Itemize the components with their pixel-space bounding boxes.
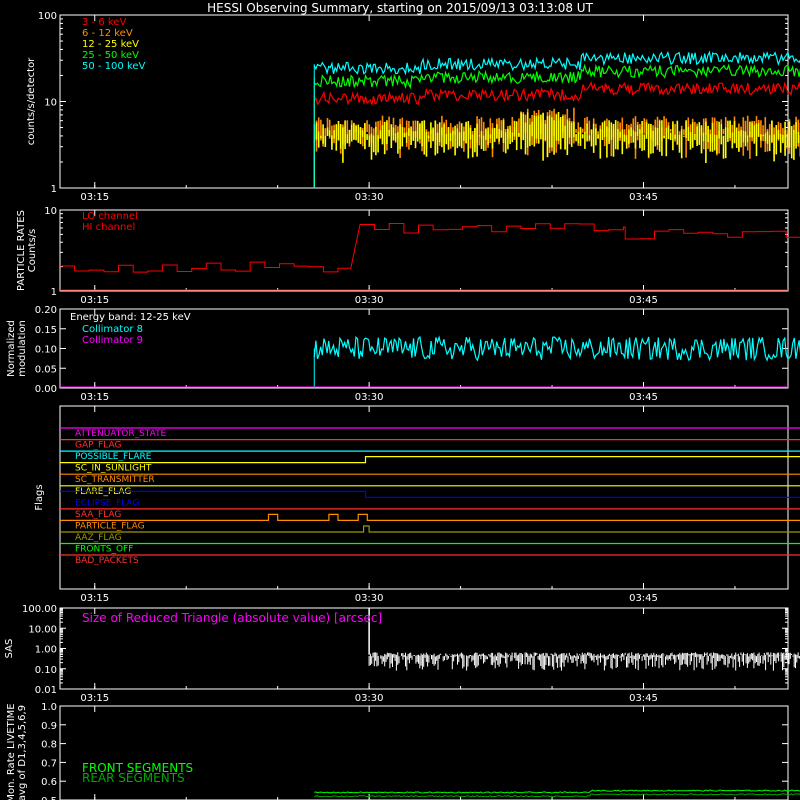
counts-series-25-50keV-line	[313, 63, 800, 90]
counts-x-tick-label: 03:30	[355, 192, 384, 203]
flags-x-tick-label: 03:45	[629, 593, 658, 604]
livetime-legend-0: FRONT SEGMENTS	[82, 761, 193, 775]
modulation-y-tick-label: 0.20	[35, 305, 57, 316]
particle-y-label: PARTICLE RATES	[16, 210, 27, 291]
flag-bad_packets-label: BAD_PACKETS	[75, 556, 139, 566]
modulation-x-tick-label: 03:45	[629, 392, 658, 403]
flag-particle_flag-label: PARTICLE_FLAG	[75, 521, 145, 531]
modulation-legend-0: Collimator 8	[82, 324, 143, 335]
flag-attenuator_state-label: ATTENUATOR_STATE	[75, 429, 167, 439]
modulation-panel: 03:1503:3003:4504:0004:1504:3004:450.000…	[6, 305, 800, 403]
livetime-y-tick-label: 1.0	[41, 702, 57, 713]
particle-x-tick-label: 03:30	[355, 295, 384, 306]
particle-x-tick-label: 03:15	[80, 295, 109, 306]
livetime-y-tick-label: 0.8	[41, 740, 57, 751]
flag-eclipse_flag-line	[60, 490, 800, 498]
particle-frame	[59, 209, 789, 292]
counts-series-50-100keV-line	[313, 50, 800, 76]
particle-legend-0: LO channel	[82, 211, 138, 222]
sas-y-tick-label: 100.00	[22, 604, 57, 615]
counts-legend-1: 6 - 12 keV	[82, 28, 133, 39]
panels: 03:1503:3003:4504:0004:1504:3004:4511010…	[4, 11, 800, 800]
counts-x-tick-label: 03:15	[80, 192, 109, 203]
flag-gap_flag-label: GAP_FLAG	[75, 441, 121, 451]
sas-y-tick-label: 1.00	[35, 645, 57, 656]
modulation-y-label: modulation	[17, 320, 28, 377]
modulation-y-tick-label: 0.10	[35, 345, 57, 356]
particle-x-tick-label: 03:45	[629, 295, 658, 306]
livetime-series-1-line	[314, 793, 800, 798]
particle-panel: 03:1503:3003:4504:0004:1504:3004:45110PA…	[16, 206, 800, 306]
flag-sc_in_sunlight-label: SC_IN_SUNLIGHT	[75, 464, 152, 474]
livetime-frame	[59, 705, 789, 800]
particle-lo-channel-line	[60, 223, 800, 273]
flag-sc_transmitter-label: SC_TRANSMITTER	[75, 475, 155, 485]
flags-x-tick-label: 03:30	[355, 593, 384, 604]
sas-y-label: SAS	[4, 639, 15, 659]
livetime-y-label: avg of D1,3,4,5,6,9	[17, 705, 28, 800]
sas-x-tick-label: 03:30	[355, 693, 384, 704]
counts-y-tick-label: 10	[44, 98, 57, 109]
figure-title: HESSI Observing Summary, starting on 201…	[207, 1, 593, 15]
livetime-y-tick-label: 0.6	[41, 777, 57, 788]
counts-series-3-6keV-line	[313, 81, 800, 107]
sas-x-tick-label: 03:15	[80, 693, 109, 704]
modulation-header: Energy band: 12-25 keV	[70, 312, 191, 323]
livetime-legend-1: REAR SEGMENTS	[82, 771, 185, 785]
modulation-y-label: Normalized	[6, 320, 17, 377]
flag-aaz_flag-label: AAZ_FLAG	[75, 533, 122, 543]
modulation-y-tick-label: 0.05	[35, 364, 57, 375]
flag-fronts_off-label: FRONTS_OFF	[75, 545, 133, 555]
counts-y-label: counts/s/detector	[26, 57, 37, 145]
sas-y-tick-label: 0.10	[35, 665, 57, 676]
livetime-y-label: Mon. Rate LIVETIME	[6, 703, 17, 800]
modulation-collimator-8-line	[313, 335, 800, 362]
sas-y-tick-label: 0.01	[35, 685, 57, 696]
flags-y-label: Flags	[34, 484, 45, 510]
counts-y-tick-label: 100	[38, 11, 57, 22]
sas-y-tick-label: 10.00	[28, 624, 57, 635]
flag-saa_flag-label: SAA_FLAG	[75, 510, 121, 520]
particle-legend-1: HI channel	[82, 222, 135, 233]
particle-y-label: Counts/s	[27, 229, 38, 273]
particle-y-tick-label: 10	[44, 206, 57, 217]
livetime-series-0-line	[314, 789, 800, 794]
livetime-y-tick-label: 0.7	[41, 758, 57, 769]
modulation-y-tick-label: 0.00	[35, 384, 57, 395]
counts-x-tick-label: 03:45	[629, 192, 658, 203]
flag-eclipse_flag-label: ECLIPSE_FLAG	[75, 498, 139, 508]
flag-aaz_flag-line	[60, 525, 800, 533]
modulation-x-tick-label: 03:15	[80, 392, 109, 403]
livetime-y-tick-label: 0.5	[41, 796, 57, 800]
flags-panel: 03:1503:3003:4504:0004:1504:3004:45Flags…	[34, 405, 800, 604]
modulation-legend-1: Collimator 9	[82, 335, 143, 346]
sas-panel: 03:1503:3003:4504:0004:1504:3004:450.010…	[4, 604, 800, 704]
livetime-y-tick-label: 0.9	[41, 721, 57, 732]
modulation-y-tick-label: 0.15	[35, 325, 57, 336]
counts-legend-4: 50 - 100 keV	[82, 61, 146, 72]
livetime-panel: 03:1503:3003:4504:0004:1504:3004:450.50.…	[6, 702, 800, 800]
modulation-x-tick-label: 03:30	[355, 392, 384, 403]
counts-legend-0: 3 - 6 keV	[82, 17, 126, 28]
sas-header: Size of Reduced Triangle (absolute value…	[82, 611, 382, 625]
flags-x-tick-label: 03:15	[80, 593, 109, 604]
flag-particle_flag-line	[60, 513, 800, 521]
flag-possible_flare-label: POSSIBLE_FLARE	[75, 452, 152, 462]
flag-gap_flag-line	[60, 439, 800, 441]
flag-sc_in_sunlight-line	[60, 456, 800, 464]
counts-panel: 03:1503:3003:4504:0004:1504:3004:4511010…	[26, 11, 800, 203]
counts-y-tick-label: 1	[51, 184, 57, 195]
sas-x-tick-label: 03:45	[629, 693, 658, 704]
particle-y-tick-label: 1	[51, 287, 57, 298]
counts-legend-3: 25 - 50 keV	[82, 50, 139, 61]
counts-legend-2: 12 - 25 keV	[82, 39, 139, 50]
